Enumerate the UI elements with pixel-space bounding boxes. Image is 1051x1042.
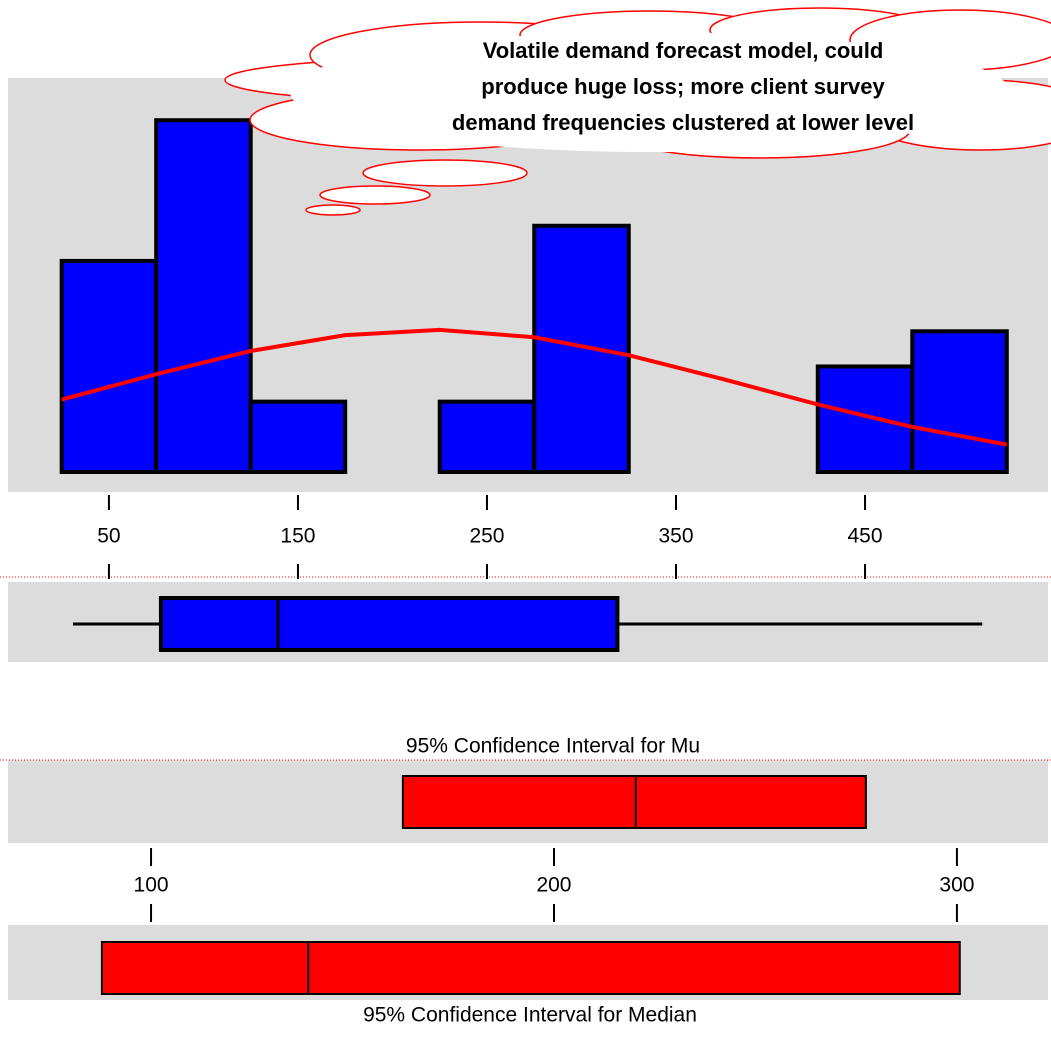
x-tick-label: 150 <box>280 525 315 548</box>
cloud-bubble <box>306 205 360 215</box>
x-tick-label: 300 <box>939 874 974 897</box>
histogram-bar <box>912 331 1007 472</box>
histogram-bar <box>156 120 251 472</box>
interval-box <box>403 776 866 828</box>
histogram-bar <box>440 402 535 472</box>
interval-title: 95% Confidence Interval for Median <box>363 1004 697 1027</box>
box <box>161 598 617 650</box>
annotation: demand frequencies clustered at lower le… <box>452 110 914 135</box>
x-tick-label: 100 <box>134 874 169 897</box>
annotation: Volatile demand forecast model, could <box>483 38 884 63</box>
cloud-bubble <box>320 186 430 204</box>
histogram-bar <box>62 261 157 472</box>
histogram-bar <box>251 402 346 472</box>
cloud-bubble <box>363 160 527 186</box>
x-tick-label: 50 <box>97 525 120 548</box>
x-tick-label: 450 <box>848 525 883 548</box>
histogram-bar <box>534 226 629 472</box>
x-tick-label: 250 <box>469 525 504 548</box>
interval-title: 95% Confidence Interval for Mu <box>406 735 700 758</box>
histogram-bar <box>818 366 913 472</box>
x-tick-label: 350 <box>658 525 693 548</box>
x-tick-label: 200 <box>536 874 571 897</box>
annotation: produce huge loss; more client survey <box>481 74 885 99</box>
chart: 50 150 250 350 450 100 200 300 Volatile demand … <box>0 0 1051 1037</box>
interval-box <box>102 942 960 994</box>
